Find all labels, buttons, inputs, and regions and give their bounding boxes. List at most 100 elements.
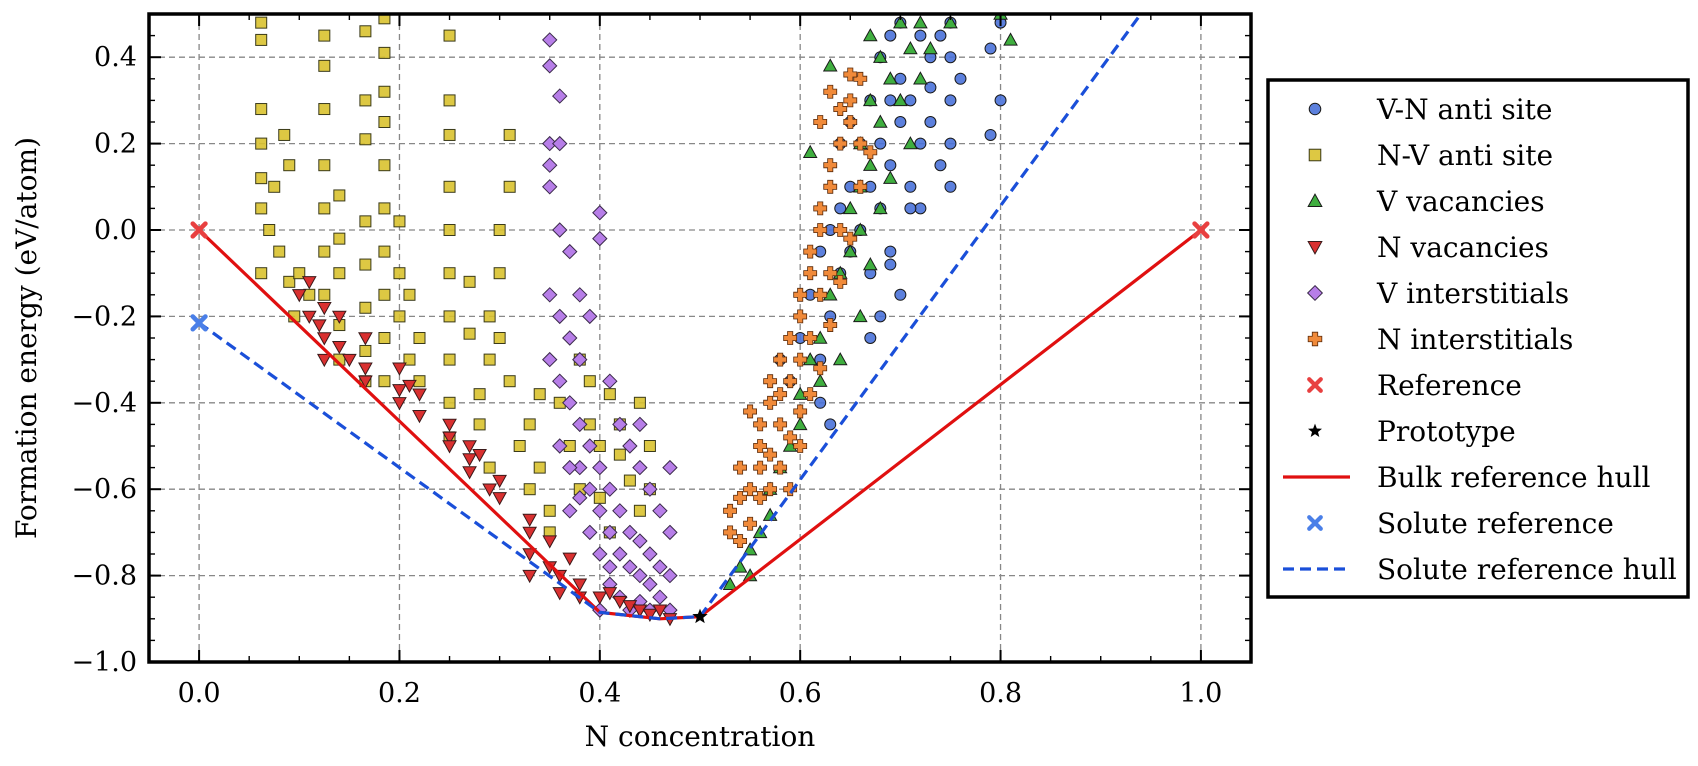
n-v-anti-site-point: [255, 16, 268, 29]
v-interstitials-point: [572, 490, 588, 506]
n-vacancies-point: [522, 569, 538, 584]
v-n-anti-site-point: [934, 159, 947, 172]
v-interstitials-point: [622, 524, 638, 541]
v-interstitials-point: [642, 481, 658, 497]
v-interstitials-point: [632, 533, 648, 549]
n-v-anti-site-point: [513, 440, 526, 452]
v-n-anti-site-point: [904, 202, 917, 215]
v-interstitials-point: [562, 330, 578, 346]
n-v-anti-site-point: [443, 29, 456, 42]
n-vacancies-point: [358, 375, 373, 389]
n-v-anti-site-point: [633, 396, 646, 409]
n-vacancies-point: [301, 310, 317, 324]
legend-item-v-vacancies: V vacancies: [1307, 185, 1545, 218]
n-vacancies-point: [572, 578, 588, 592]
legend-label: Reference: [1377, 369, 1522, 402]
v-interstitials-point: [562, 459, 578, 476]
legend-swatch: [1307, 515, 1323, 531]
n-interstitials-point: [733, 490, 747, 505]
solute-reference-hull-line: [198, 14, 1143, 621]
legend-label: N vacancies: [1377, 231, 1549, 264]
legend-swatch: [1308, 423, 1322, 437]
legend-label: Prototype: [1377, 415, 1516, 448]
v-interstitials-point: [662, 567, 678, 584]
v-vacancies-point: [872, 114, 888, 128]
n-vacancies-point: [392, 397, 407, 411]
n-v-anti-site-point: [393, 310, 406, 323]
v-n-anti-site-point: [904, 94, 917, 107]
v-interstitials-point: [562, 243, 578, 260]
n-vacancies-point: [412, 410, 427, 424]
x-tick-label: 0.6: [779, 678, 822, 709]
legend-item-v-n-anti-site: V-N anti site: [1308, 93, 1553, 126]
v-interstitials-point: [592, 230, 608, 247]
n-v-anti-site-point: [378, 202, 391, 215]
v-interstitials-point: [652, 503, 668, 519]
v-interstitials-point: [552, 88, 568, 104]
v-interstitials-point: [542, 157, 558, 173]
n-interstitials-point: [783, 482, 798, 497]
v-n-anti-site-point: [884, 94, 897, 107]
legend-item-solute-reference: Solute reference: [1307, 507, 1614, 540]
v-n-anti-site-point: [944, 180, 957, 193]
n-interstitials-point: [763, 447, 778, 462]
n-v-anti-site-point: [503, 180, 516, 193]
n-interstitials-point: [743, 404, 757, 419]
y-tick-label: −1.0: [71, 647, 137, 678]
n-v-anti-site-point: [493, 332, 506, 344]
n-v-anti-site-point: [263, 224, 276, 236]
n-interstitials-point: [783, 430, 798, 445]
y-axis-title: Formation energy (eV/atom): [10, 137, 43, 539]
n-interstitials-point: [773, 417, 788, 432]
x-axis-title: N concentration: [585, 720, 816, 753]
v-n-anti-site-point: [874, 137, 887, 150]
n-v-anti-site-point: [443, 180, 456, 193]
n-interstitials-point: [853, 179, 868, 194]
legend-item-n-interstitials: N interstitials: [1307, 323, 1573, 356]
v-n-anti-site-point: [894, 288, 907, 301]
n-v-anti-site-point: [533, 388, 546, 401]
n-vacancies-point: [358, 362, 373, 376]
n-vacancies-point: [632, 604, 648, 618]
n-interstitials-point: [843, 115, 858, 129]
legend-frame: [1266, 78, 1690, 599]
v-interstitials-point: [552, 308, 568, 325]
v-n-anti-site-point: [924, 116, 937, 128]
v-n-anti-site-point: [814, 396, 827, 409]
v-vacancies-point: [913, 15, 928, 29]
n-v-anti-site-point: [333, 267, 346, 280]
legend-label: N interstitials: [1377, 323, 1573, 356]
v-vacancies-point: [903, 41, 918, 55]
v-n-anti-site-point: [894, 72, 907, 85]
x-tick-label: 1.0: [1179, 678, 1222, 709]
v-interstitials-point: [652, 589, 668, 605]
n-v-anti-site-point: [283, 159, 296, 172]
n-v-anti-site-point: [443, 353, 456, 366]
n-v-anti-site-point: [378, 14, 391, 25]
n-v-anti-site-point: [473, 388, 486, 401]
v-n-anti-site-point: [984, 128, 997, 141]
v-n-anti-site-point: [884, 258, 897, 271]
n-v-anti-site-point: [359, 258, 372, 271]
v-interstitials-series: [542, 32, 678, 618]
n-vacancies-point: [316, 302, 332, 316]
n-vacancies-point: [331, 310, 347, 324]
n-vacancies-point: [462, 440, 477, 454]
v-interstitials-point: [592, 503, 608, 519]
n-interstitials-point: [773, 352, 788, 367]
v-interstitials-point: [552, 438, 568, 454]
v-interstitials-point: [562, 503, 578, 519]
n-interstitials-point: [793, 287, 808, 302]
n-v-anti-site-point: [378, 46, 391, 59]
legend-label: V-N anti site: [1376, 93, 1553, 126]
n-interstitials-point: [833, 102, 848, 116]
v-n-anti-site-point: [954, 72, 967, 85]
v-vacancies-point: [732, 559, 748, 573]
reference-point: [1192, 221, 1210, 239]
n-vacancies-point: [331, 340, 347, 355]
n-vacancies-point: [392, 384, 407, 398]
v-vacancies-point: [812, 373, 828, 387]
n-interstitials-point: [753, 460, 768, 475]
n-interstitials-point: [793, 352, 808, 367]
v-vacancies-point: [862, 257, 878, 271]
